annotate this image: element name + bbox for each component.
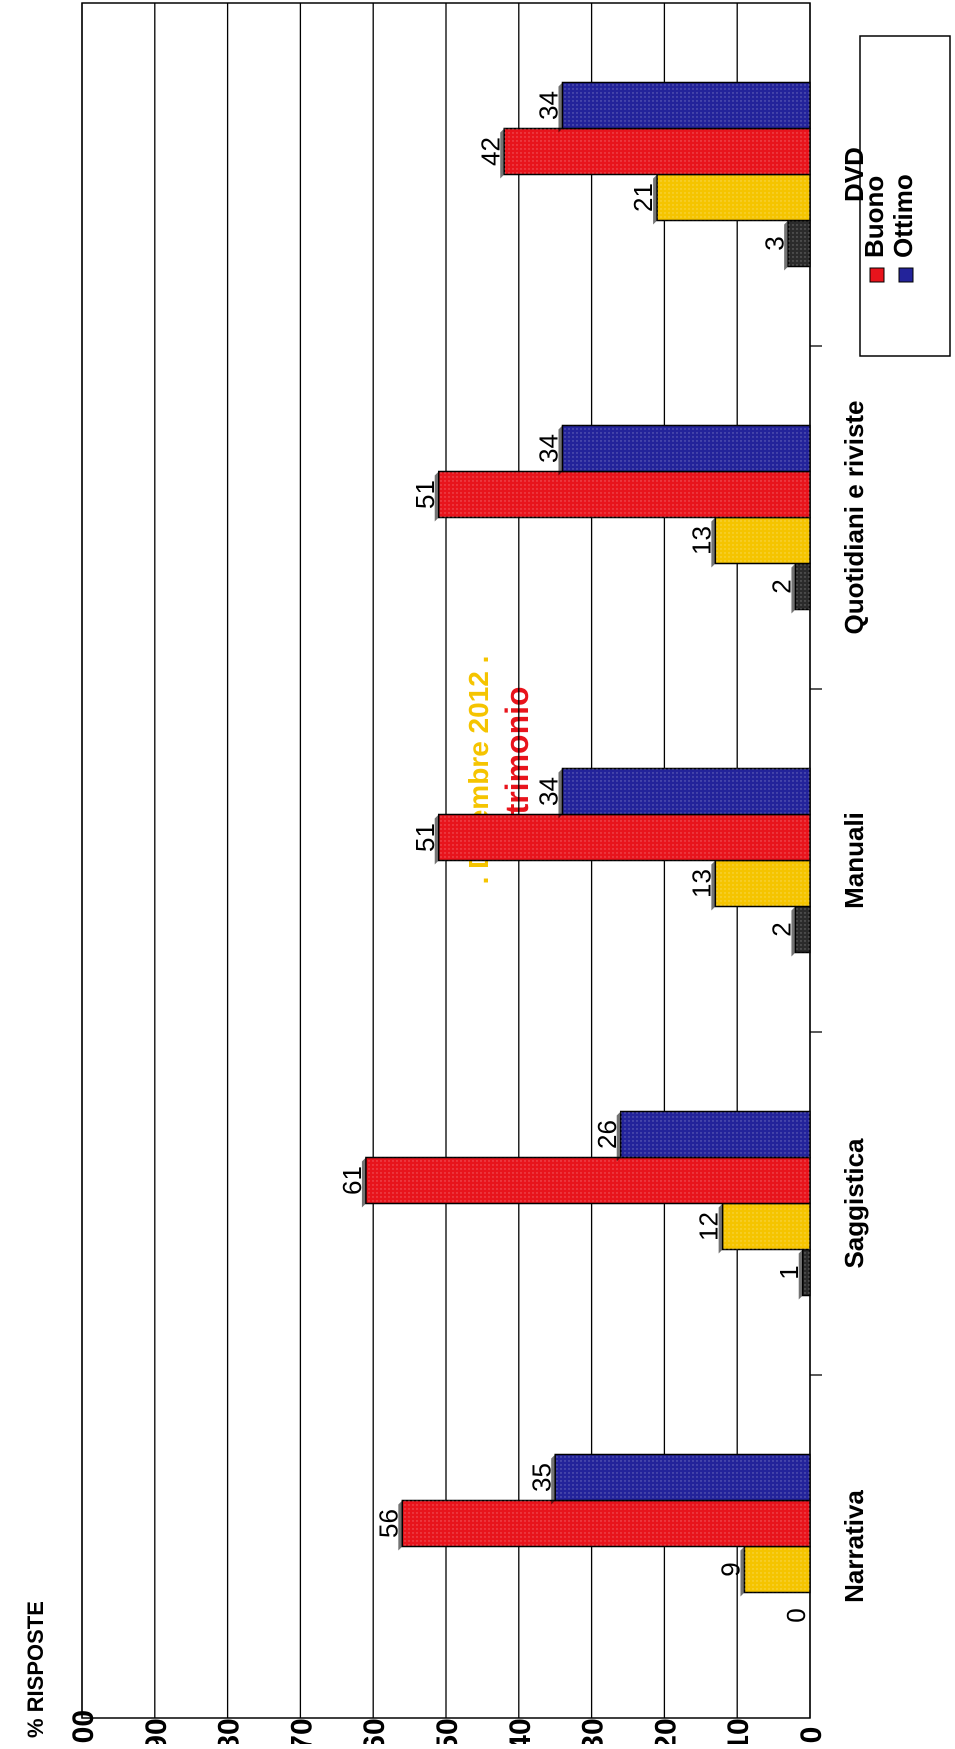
data-label: 26 [592, 1120, 622, 1149]
bar-shadow [398, 1500, 403, 1551]
bar-texture [802, 1249, 810, 1296]
data-label: 51 [410, 823, 440, 852]
bar-shadow [718, 1203, 723, 1254]
y-tick-label: 40 [504, 1718, 537, 1744]
data-label: 1 [774, 1265, 804, 1279]
bar-shadow [791, 563, 796, 614]
bar-shadow [791, 906, 796, 957]
category-label: DVD [839, 147, 869, 202]
bar-shadow [558, 425, 563, 476]
bar-texture [715, 517, 810, 564]
bar-texture [402, 1500, 810, 1547]
bar-shadow [434, 471, 439, 522]
data-label: 9 [716, 1562, 746, 1576]
legend-swatch-ottimo [898, 267, 914, 283]
data-label: 2 [767, 922, 797, 936]
y-tick-label: 50 [431, 1718, 464, 1744]
data-label: 35 [526, 1463, 556, 1492]
data-label: 34 [534, 777, 564, 806]
y-tick-label: 100 [67, 1710, 100, 1744]
data-label: 61 [337, 1166, 367, 1195]
bar-shadow [361, 1157, 366, 1208]
bar-texture [795, 906, 810, 953]
bar-shadow [558, 82, 563, 133]
y-axis-ticks: 0 10 20 30 40 50 60 70 80 90 100 [67, 1710, 828, 1749]
legend [859, 35, 951, 357]
bar-shadow [500, 128, 505, 179]
y-tick-label: 80 [213, 1718, 246, 1744]
category-labels: Narrativa Saggistica Manuali Quotidiani e r… [839, 147, 869, 1603]
bar-shadow [551, 1454, 556, 1505]
legend-label-ottimo: Ottimo [888, 174, 918, 258]
y-tick-label: 70 [285, 1718, 318, 1744]
bar-shadow [798, 1249, 803, 1300]
data-label: 34 [534, 434, 564, 463]
bar-texture [562, 425, 810, 472]
data-label: 56 [373, 1509, 403, 1538]
y-tick-label: 10 [722, 1718, 755, 1744]
data-label: 0 [781, 1608, 811, 1622]
category-label: Manuali [839, 812, 869, 909]
bars: 0 9 56 35 1 12 61 26 2 13 51 34 2 13 51 34 3 21 42 34 [337, 81, 811, 1623]
bar-texture [788, 220, 810, 267]
data-label: 13 [686, 869, 716, 898]
bar-texture [438, 471, 810, 518]
bar-shadow [434, 814, 439, 865]
data-label: 12 [694, 1212, 724, 1241]
legend-swatch-buono [869, 267, 885, 283]
bar-texture [555, 1454, 810, 1501]
bar-texture [365, 1157, 810, 1204]
bar-texture [722, 1203, 810, 1250]
bar-texture [795, 563, 810, 610]
category-label: Narrativa [839, 1490, 869, 1603]
legend-item-ottimo: Ottimo [888, 174, 918, 283]
y-tick-label: 20 [649, 1718, 682, 1744]
y-axis-label: % RISPOSTE [23, 1601, 48, 1738]
data-label: 3 [759, 236, 789, 250]
bar-texture [562, 768, 810, 815]
data-label: 13 [686, 526, 716, 555]
bar-shadow [711, 860, 716, 911]
data-label: 51 [410, 480, 440, 509]
bar-shadow [711, 517, 716, 568]
legend-label-buono: Buono [859, 176, 889, 258]
data-label: 42 [475, 137, 505, 166]
bar-texture [715, 860, 810, 907]
y-tick-label: 0 [795, 1727, 828, 1744]
category-label: Saggistica [839, 1138, 869, 1269]
bar-shadow [653, 174, 658, 225]
data-label: 2 [767, 579, 797, 593]
category-label: Quotidiani e riviste [839, 400, 869, 634]
bar-shadow [784, 220, 789, 271]
bar-texture [438, 814, 810, 861]
bar-texture [504, 128, 810, 175]
data-label: 34 [534, 91, 564, 120]
bar-shadow [558, 768, 563, 819]
data-label: 21 [628, 183, 658, 212]
bar-texture [562, 82, 810, 129]
legend-item-buono: Buono [859, 176, 889, 283]
y-tick-label: 60 [358, 1718, 391, 1744]
bar-texture [744, 1546, 810, 1593]
y-tick-label: 30 [577, 1718, 610, 1744]
y-tick-label: 90 [140, 1718, 173, 1744]
bar-shadow [616, 1111, 621, 1162]
bar-shadow [740, 1546, 745, 1597]
bar-texture [657, 174, 810, 221]
bar-texture [620, 1111, 810, 1158]
